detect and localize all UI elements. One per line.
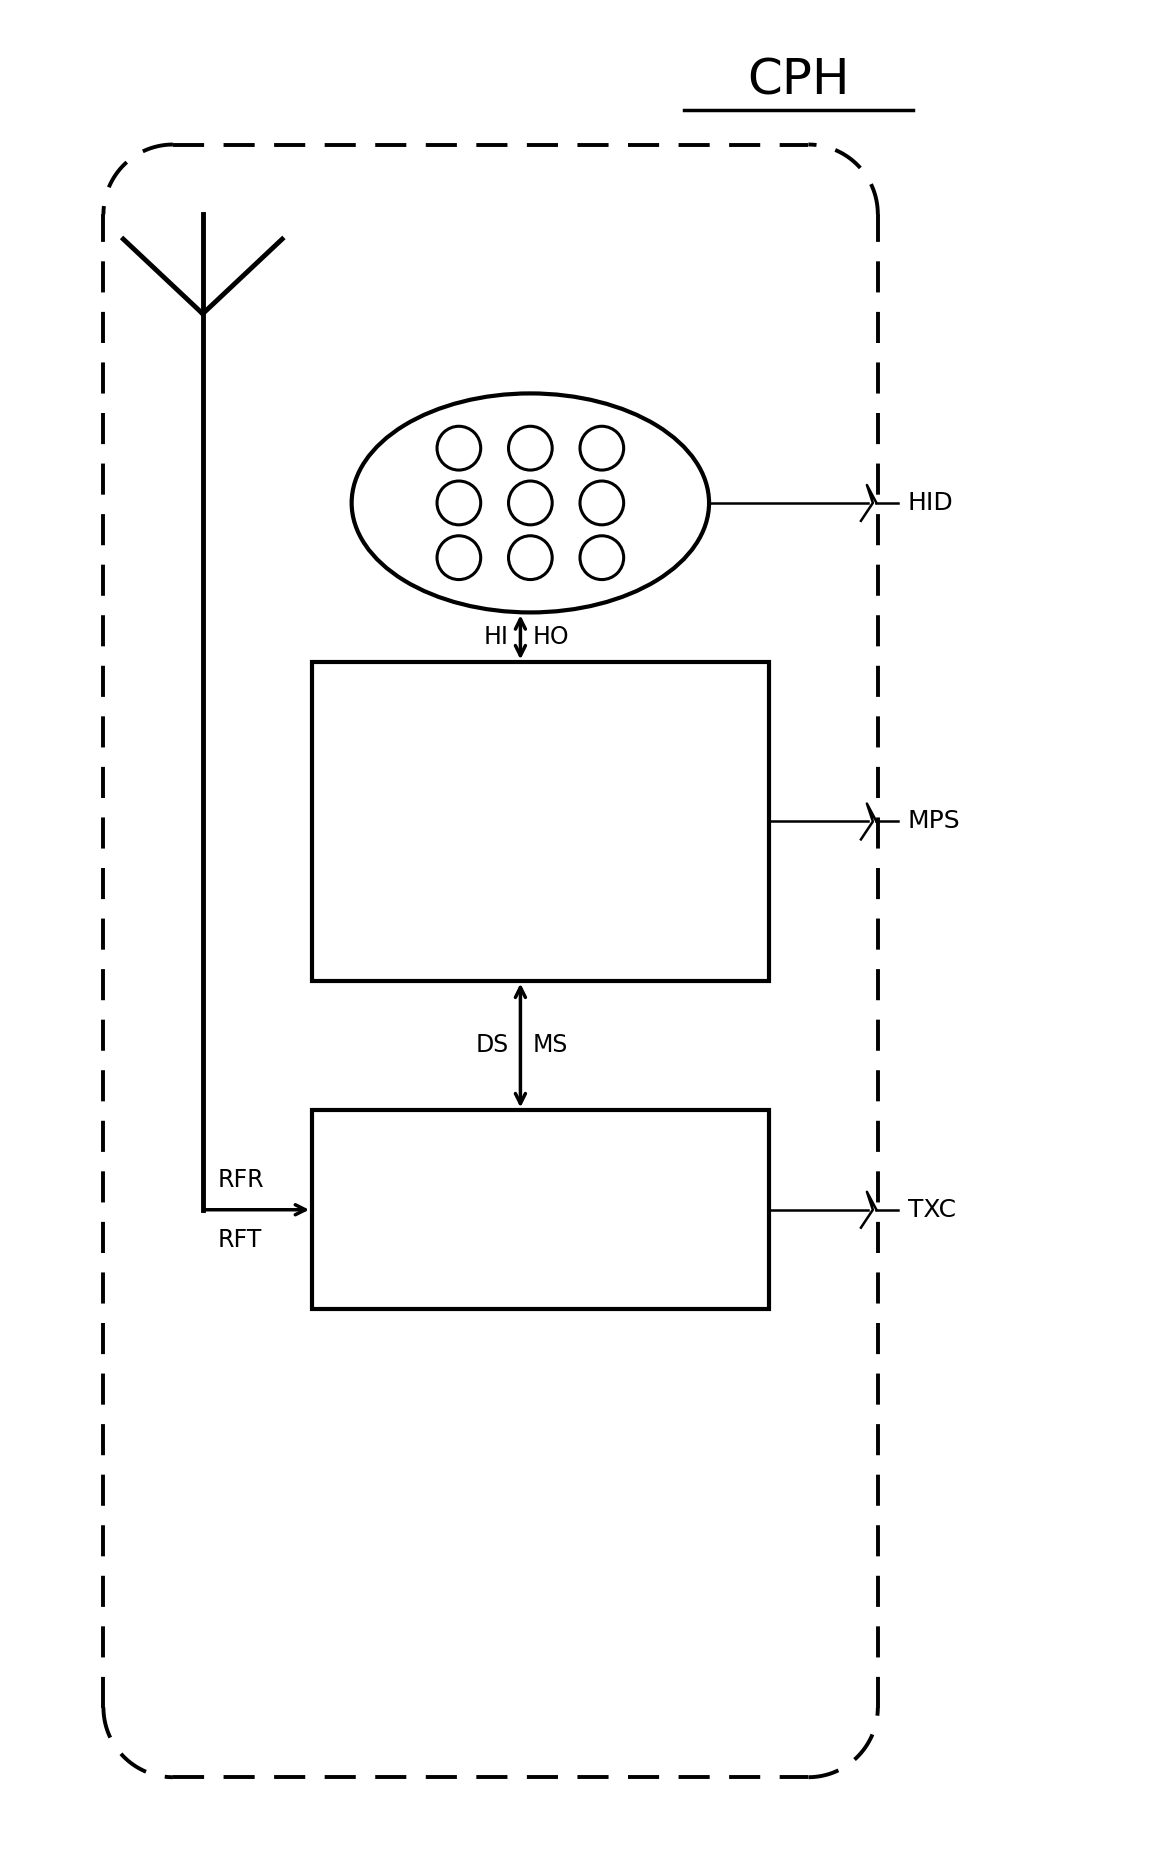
Bar [312,1111,769,1310]
Text: RFR: RFR [217,1169,265,1191]
Text: HID: HID [907,491,954,515]
Bar [312,663,769,981]
Text: DS: DS [475,1033,509,1057]
Text: MPS: MPS [907,810,961,834]
Text: RFT: RFT [217,1228,262,1252]
Text: HI: HI [483,625,509,649]
Text: TXC: TXC [907,1198,956,1221]
Text: MS: MS [532,1033,568,1057]
Text: HO: HO [532,625,569,649]
Text: CPH: CPH [747,56,850,104]
